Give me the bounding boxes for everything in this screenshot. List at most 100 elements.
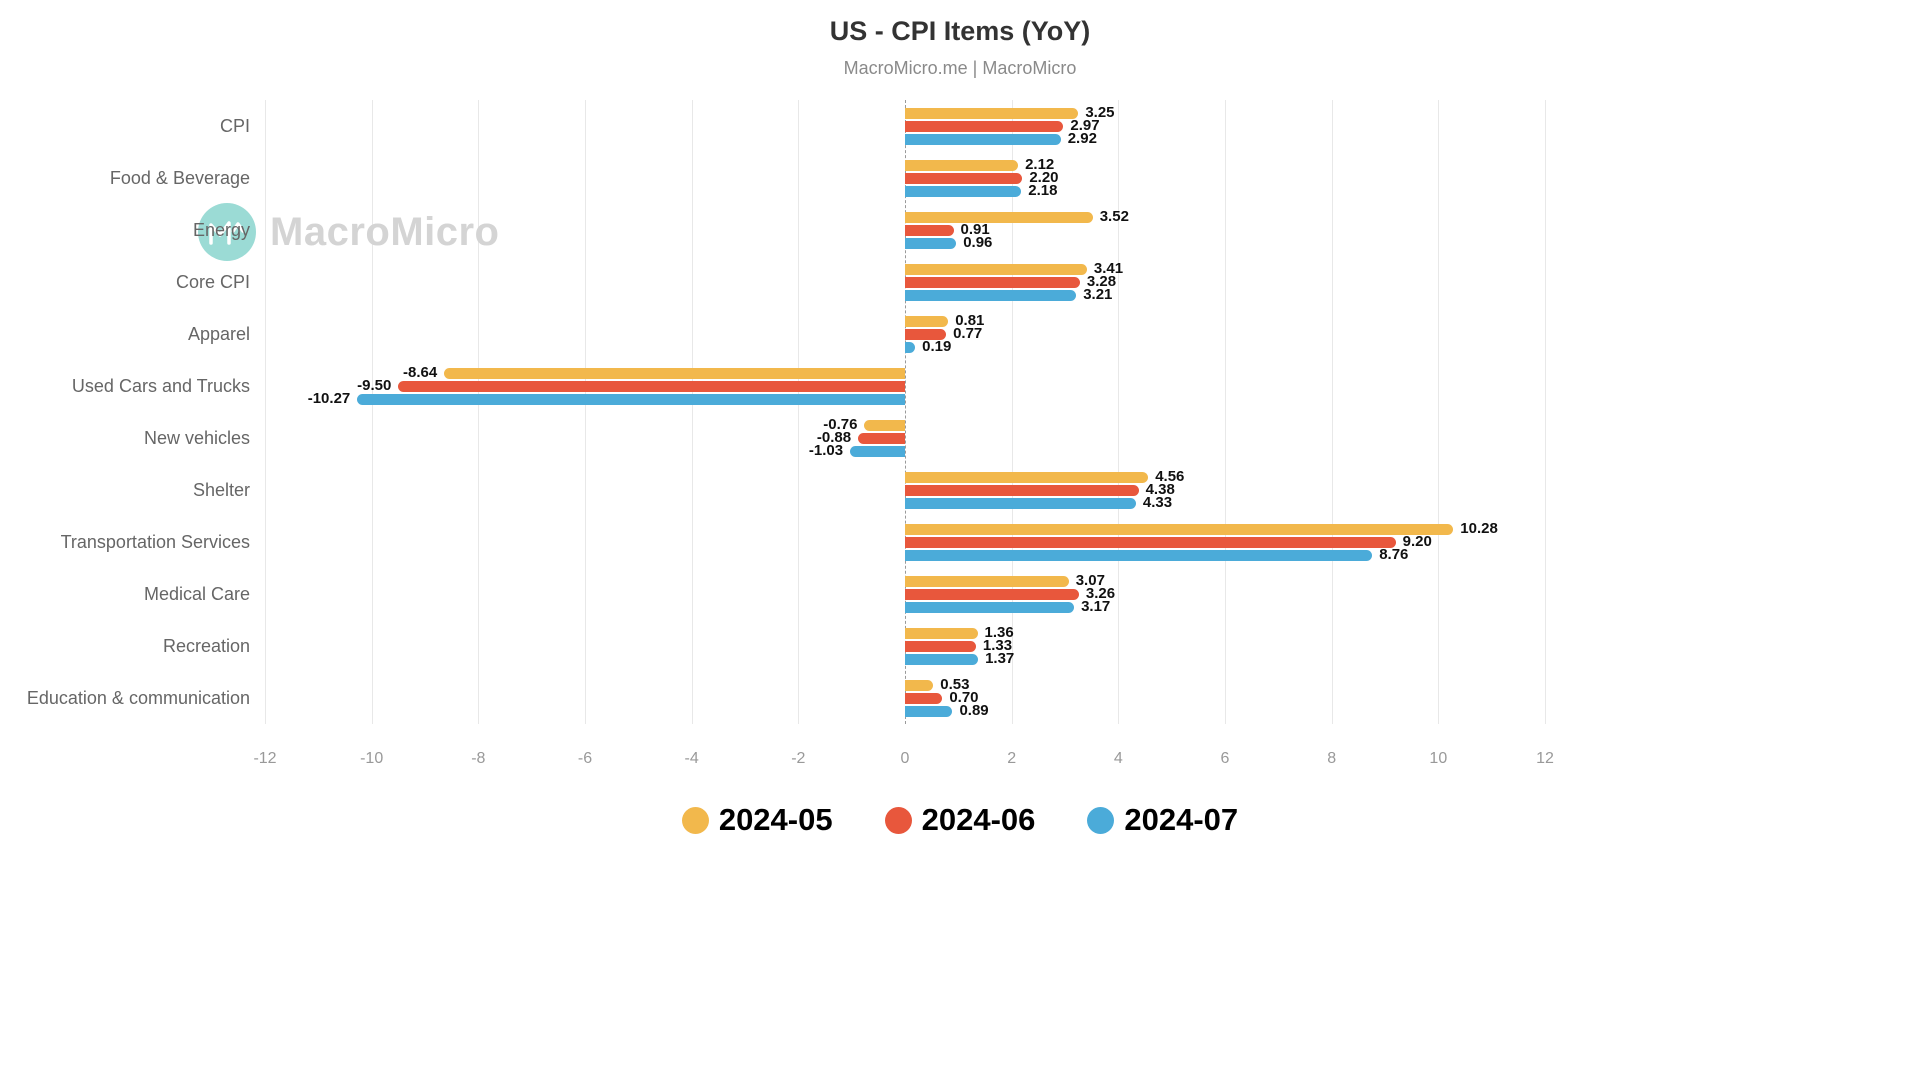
bar-apparel-2024-07[interactable] <box>905 341 916 353</box>
bar-core-cpi-2024-06[interactable] <box>905 276 1080 288</box>
bar-new-vehicles-2024-05[interactable] <box>864 419 905 431</box>
legend-item-2024-06[interactable]: 2024-06 <box>884 802 1035 838</box>
bar-energy-2024-05[interactable] <box>905 211 1093 223</box>
bar-shelter-2024-06[interactable] <box>905 484 1139 496</box>
bar-recreation-2024-07[interactable] <box>905 653 979 665</box>
value-label-energy-2024-05: 3.52 <box>1099 208 1129 225</box>
value-label-cpi-2024-06: 2.97 <box>1070 117 1100 134</box>
bar-cpi-2024-06[interactable] <box>905 120 1064 132</box>
category-label-new-vehicles: New vehicles <box>143 428 250 448</box>
bar-shelter-2024-05[interactable] <box>905 471 1149 483</box>
value-label-core-cpi-2024-05: 3.41 <box>1093 260 1124 277</box>
bar-group-apparel: 0.81 0.77 0.19 <box>265 308 1545 360</box>
legend-item-2024-05[interactable]: 2024-05 <box>681 802 833 838</box>
category-label-education-communication: Education & communication <box>26 688 250 708</box>
bar-shelter-2024-07[interactable] <box>905 497 1136 509</box>
x-tick-label--2: -2 <box>791 750 806 767</box>
bar-cpi-2024-07[interactable] <box>905 133 1061 145</box>
bar-group-food-beverage: 2.12 2.20 2.18 <box>265 152 1545 204</box>
x-tick-label-8: 8 <box>1327 750 1337 767</box>
plot-area: 3.25 2.97 2.92 2.12 2.20 2.18 3.52 0.91 0.96 3.41… <box>265 100 1546 724</box>
bar-group-cpi: 3.25 2.97 2.92 <box>265 100 1545 152</box>
bar-food-beverage-2024-05[interactable] <box>905 159 1019 171</box>
x-tick-label--12: -12 <box>253 750 277 767</box>
bar-transportation-services-2024-07[interactable] <box>905 549 1373 561</box>
gridline-x-12 <box>1545 100 1546 724</box>
value-label-new-vehicles-2024-06: -0.88 <box>816 429 852 446</box>
gridline-x-8 <box>1331 100 1333 724</box>
value-label-energy-2024-07: 0.96 <box>963 234 993 251</box>
value-label-shelter-2024-05: 4.56 <box>1155 468 1185 485</box>
bar-recreation-2024-06[interactable] <box>905 640 976 652</box>
gridline-x--2 <box>798 100 800 724</box>
bar-education-communication-2024-07[interactable] <box>905 705 953 717</box>
category-label-cpi: CPI <box>219 116 250 136</box>
value-label-recreation-2024-07: 1.37 <box>985 650 1015 667</box>
bar-transportation-services-2024-05[interactable] <box>905 523 1454 535</box>
bar-medical-care-2024-05[interactable] <box>905 575 1069 587</box>
bar-energy-2024-07[interactable] <box>905 237 957 249</box>
value-label-apparel-2024-06: 0.77 <box>953 325 983 342</box>
category-label-energy: Energy <box>192 220 250 240</box>
value-label-education-communication-2024-05: 0.53 <box>940 676 970 693</box>
value-label-recreation-2024-05: 1.36 <box>984 624 1014 641</box>
bar-food-beverage-2024-07[interactable] <box>905 185 1022 197</box>
value-label-used-cars-and-trucks-2024-07: -10.27 <box>307 390 351 407</box>
category-label-food-beverage: Food & Beverage <box>109 168 250 188</box>
bar-food-beverage-2024-06[interactable] <box>905 172 1023 184</box>
value-label-transportation-services-2024-06: 9.20 <box>1402 533 1432 550</box>
bar-core-cpi-2024-07[interactable] <box>905 289 1077 301</box>
bar-used-cars-and-trucks-2024-05[interactable] <box>444 367 905 379</box>
gridline-x-4 <box>1118 100 1120 724</box>
value-label-cpi-2024-07: 2.92 <box>1067 130 1097 147</box>
value-label-medical-care-2024-06: 3.26 <box>1085 585 1116 602</box>
legend-dot-icon <box>884 806 912 834</box>
value-label-transportation-services-2024-07: 8.76 <box>1379 546 1409 563</box>
bar-used-cars-and-trucks-2024-06[interactable] <box>398 380 905 392</box>
gridline-x--4 <box>691 100 693 724</box>
value-label-transportation-services-2024-05: 10.28 <box>1460 520 1498 537</box>
value-label-energy-2024-06: 0.91 <box>960 221 990 238</box>
bar-group-used-cars-and-trucks: -8.64 -9.50 -10.27 <box>265 360 1545 412</box>
category-label-transportation-services: Transportation Services <box>60 532 250 552</box>
gridline-x--10 <box>371 100 373 724</box>
bar-apparel-2024-05[interactable] <box>905 315 949 327</box>
bar-transportation-services-2024-06[interactable] <box>905 536 1396 548</box>
bar-group-education-communication: 0.53 0.70 0.89 <box>265 672 1545 724</box>
bar-core-cpi-2024-05[interactable] <box>905 263 1087 275</box>
x-tick-label--6: -6 <box>577 750 593 767</box>
category-label-medical-care: Medical Care <box>143 584 250 604</box>
x-tick-label-6: 6 <box>1220 750 1230 767</box>
bar-group-medical-care: 3.07 3.26 3.17 <box>265 568 1545 620</box>
value-label-education-communication-2024-06: 0.70 <box>949 689 979 706</box>
bar-education-communication-2024-06[interactable] <box>905 692 943 704</box>
bar-apparel-2024-06[interactable] <box>905 328 947 340</box>
bar-cpi-2024-05[interactable] <box>905 107 1079 119</box>
value-label-core-cpi-2024-07: 3.21 <box>1083 286 1113 303</box>
value-label-medical-care-2024-05: 3.07 <box>1075 572 1105 589</box>
gridline-x-6 <box>1225 100 1226 724</box>
bar-energy-2024-06[interactable] <box>905 224 954 236</box>
value-label-food-beverage-2024-07: 2.18 <box>1028 182 1058 199</box>
gridline-x--8 <box>478 100 480 724</box>
bar-new-vehicles-2024-06[interactable] <box>858 432 905 444</box>
value-label-shelter-2024-06: 4.38 <box>1145 481 1175 498</box>
value-label-shelter-2024-07: 4.33 <box>1142 494 1173 511</box>
bar-education-communication-2024-05[interactable] <box>905 679 934 691</box>
legend-item-2024-07[interactable]: 2024-07 <box>1087 802 1238 838</box>
category-label-used-cars-and-trucks: Used Cars and Trucks <box>71 376 250 396</box>
gridline-x--12 <box>265 100 266 724</box>
bar-medical-care-2024-06[interactable] <box>905 588 1079 600</box>
x-tick-label-2: 2 <box>1007 750 1017 767</box>
x-tick-label--4: -4 <box>684 750 699 767</box>
bar-new-vehicles-2024-07[interactable] <box>850 445 905 457</box>
category-label-core-cpi: Core CPI <box>175 272 250 292</box>
bar-group-core-cpi: 3.41 3.28 3.21 <box>265 256 1545 308</box>
x-tick-label--8: -8 <box>471 750 486 767</box>
bar-used-cars-and-trucks-2024-07[interactable] <box>357 393 905 405</box>
bar-group-transportation-services: 10.28 9.20 8.76 <box>265 516 1545 568</box>
category-label-recreation: Recreation <box>162 636 250 656</box>
bar-recreation-2024-05[interactable] <box>905 627 978 639</box>
value-label-apparel-2024-05: 0.81 <box>955 312 985 329</box>
bar-medical-care-2024-07[interactable] <box>905 601 1075 613</box>
